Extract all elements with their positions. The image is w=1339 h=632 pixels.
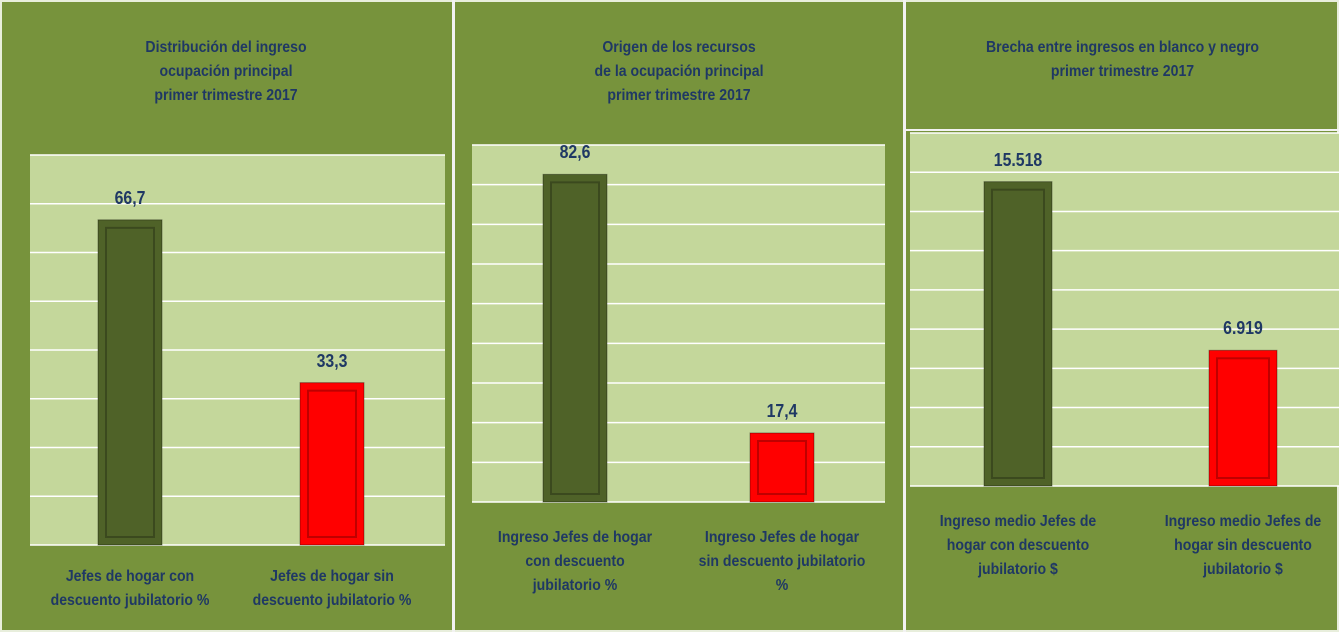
x-tick-label: Ingreso medio Jefes de hogar sin descuen…	[1164, 513, 1322, 578]
bar-bevel	[550, 181, 600, 495]
divider	[903, 0, 906, 632]
chart-title: Distribución del ingreso ocupación princ…	[145, 39, 307, 104]
bar-bevel	[991, 188, 1045, 479]
bar	[983, 181, 1053, 487]
divider	[452, 0, 455, 632]
bar-bevel	[105, 226, 155, 538]
value-label: 33,3	[316, 350, 348, 371]
value-label: 66,7	[114, 187, 146, 208]
value-label: 17,4	[766, 400, 798, 421]
bar-bevel	[307, 389, 357, 538]
plot-area	[472, 145, 885, 502]
bar	[1208, 349, 1278, 487]
chart-title: Origen de los recursos de la ocupación p…	[594, 39, 764, 104]
bar	[97, 219, 163, 546]
bar	[299, 382, 365, 546]
bar	[749, 432, 815, 503]
bar-bevel	[757, 439, 807, 496]
value-label: 15.518	[993, 149, 1043, 170]
bar	[542, 173, 608, 503]
value-label: 82,6	[559, 142, 591, 163]
x-tick-label: Ingreso Jefes de hogar sin descuento jub…	[698, 529, 866, 594]
x-tick-label: Jefes de hogar con descuento jubilatorio…	[50, 568, 210, 609]
divider	[906, 129, 1339, 131]
x-tick-label: Ingreso medio Jefes de hogar con descuen…	[939, 513, 1097, 578]
x-tick-label: Ingreso Jefes de hogar con descuento jub…	[497, 529, 653, 594]
bar-bevel	[1216, 357, 1270, 480]
x-tick-label: Jefes de hogar sin descuento jubilatorio…	[252, 568, 412, 609]
chart-title: Brecha entre ingresos en blanco y negro …	[985, 39, 1260, 80]
value-label: 6.919	[1223, 318, 1263, 339]
